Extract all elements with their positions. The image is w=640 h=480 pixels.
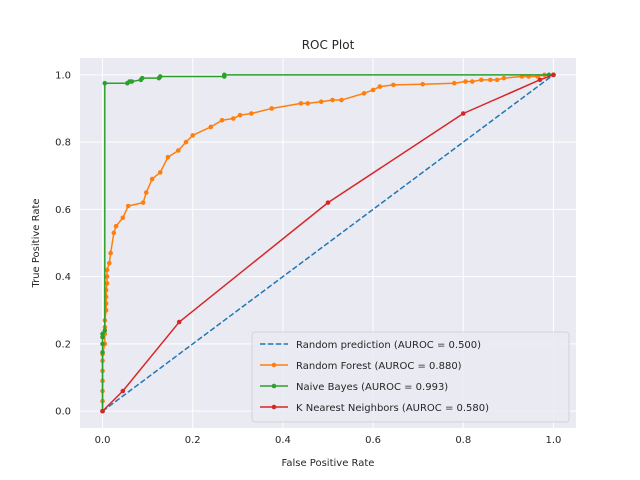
data-point <box>361 91 367 96</box>
data-point <box>219 117 225 123</box>
data-point <box>120 388 126 394</box>
data-point <box>139 75 145 81</box>
data-point <box>120 215 126 221</box>
data-point <box>469 79 475 84</box>
data-point <box>104 267 110 273</box>
data-point <box>100 350 105 355</box>
legend-marker <box>271 362 277 368</box>
data-point <box>143 190 149 195</box>
data-point <box>221 72 227 78</box>
legend-item: Random Forest (AUROC = 0.880) <box>260 361 462 372</box>
data-point <box>494 77 500 83</box>
x-tick-label: 0.6 <box>365 435 381 446</box>
legend-label: Naive Bayes (AUROC = 0.993) <box>296 382 448 393</box>
y-tick-label: 0.6 <box>55 205 71 216</box>
data-point <box>140 200 146 205</box>
data-point <box>330 97 335 103</box>
data-point <box>157 170 163 175</box>
chart-title: ROC Plot <box>302 38 355 52</box>
data-point <box>108 250 113 256</box>
series-3 <box>100 72 556 414</box>
legend-item: Naive Bayes (AUROC = 0.993) <box>260 382 448 393</box>
series-0 <box>102 74 554 412</box>
data-point <box>183 139 189 145</box>
data-point <box>451 80 457 86</box>
data-point <box>102 80 108 86</box>
data-point <box>463 79 468 84</box>
data-point <box>104 281 110 286</box>
data-point <box>208 124 214 130</box>
data-point <box>551 72 556 78</box>
data-point <box>100 408 105 414</box>
series-line <box>102 74 554 412</box>
data-point <box>165 154 171 160</box>
data-point <box>129 79 135 84</box>
data-point <box>237 112 243 118</box>
data-point <box>501 75 507 81</box>
data-point <box>488 77 493 83</box>
y-axis-label: True Positive Rate <box>31 198 42 288</box>
y-tick-label: 0.0 <box>55 407 71 418</box>
data-point <box>113 223 119 229</box>
data-point <box>339 97 344 103</box>
y-tick-label: 0.4 <box>55 272 71 283</box>
legend-marker <box>271 404 277 410</box>
data-point <box>190 133 196 138</box>
data-point <box>305 101 311 106</box>
x-tick-label: 0.8 <box>455 435 471 446</box>
x-tick-label: 0.0 <box>95 435 111 446</box>
legend-item: K Nearest Neighbors (AUROC = 0.580) <box>260 403 489 414</box>
series-2 <box>100 72 556 414</box>
data-point <box>460 111 466 116</box>
legend-label: Random prediction (AUROC = 0.500) <box>296 340 481 351</box>
data-point <box>149 176 155 182</box>
legend-marker <box>271 383 277 389</box>
data-point <box>537 77 543 83</box>
data-point <box>420 81 425 87</box>
legend-label: Random Forest (AUROC = 0.880) <box>296 361 462 372</box>
data-point <box>269 106 274 111</box>
data-point <box>102 328 108 333</box>
data-point <box>100 334 105 340</box>
y-tick-label: 1.0 <box>55 70 71 81</box>
legend-label: K Nearest Neighbors (AUROC = 0.580) <box>296 403 489 414</box>
x-tick-label: 0.4 <box>275 435 291 446</box>
data-point <box>104 274 110 279</box>
data-point <box>157 74 163 79</box>
series-layer <box>100 72 556 414</box>
data-point <box>249 111 254 116</box>
data-point <box>111 230 117 236</box>
data-point <box>377 84 383 89</box>
data-point <box>175 148 181 153</box>
data-point <box>176 319 182 325</box>
y-tick-label: 0.2 <box>55 339 71 350</box>
legend-box <box>251 331 570 423</box>
data-point <box>100 331 105 337</box>
data-point <box>298 101 304 106</box>
x-tick-label: 0.2 <box>185 435 201 446</box>
data-point <box>100 341 105 347</box>
data-point <box>125 203 131 209</box>
data-point <box>231 116 236 121</box>
x-axis-label: False Positive Rate <box>282 458 375 469</box>
legend: Random prediction (AUROC = 0.500) Random … <box>251 331 570 423</box>
data-point <box>479 77 484 83</box>
x-tick-label: 1.0 <box>546 435 562 446</box>
data-point <box>370 87 376 93</box>
data-point <box>325 200 331 205</box>
data-point <box>391 82 396 88</box>
legend-item: Random prediction (AUROC = 0.500) <box>260 340 481 351</box>
y-tick-label: 0.8 <box>55 138 71 149</box>
data-point <box>318 99 324 105</box>
tick-labels: 0.0 0.2 0.4 0.6 0.8 1.0 0.0 0.2 0.4 0.6 0.8 1.0 <box>55 70 561 446</box>
data-point <box>107 260 112 266</box>
